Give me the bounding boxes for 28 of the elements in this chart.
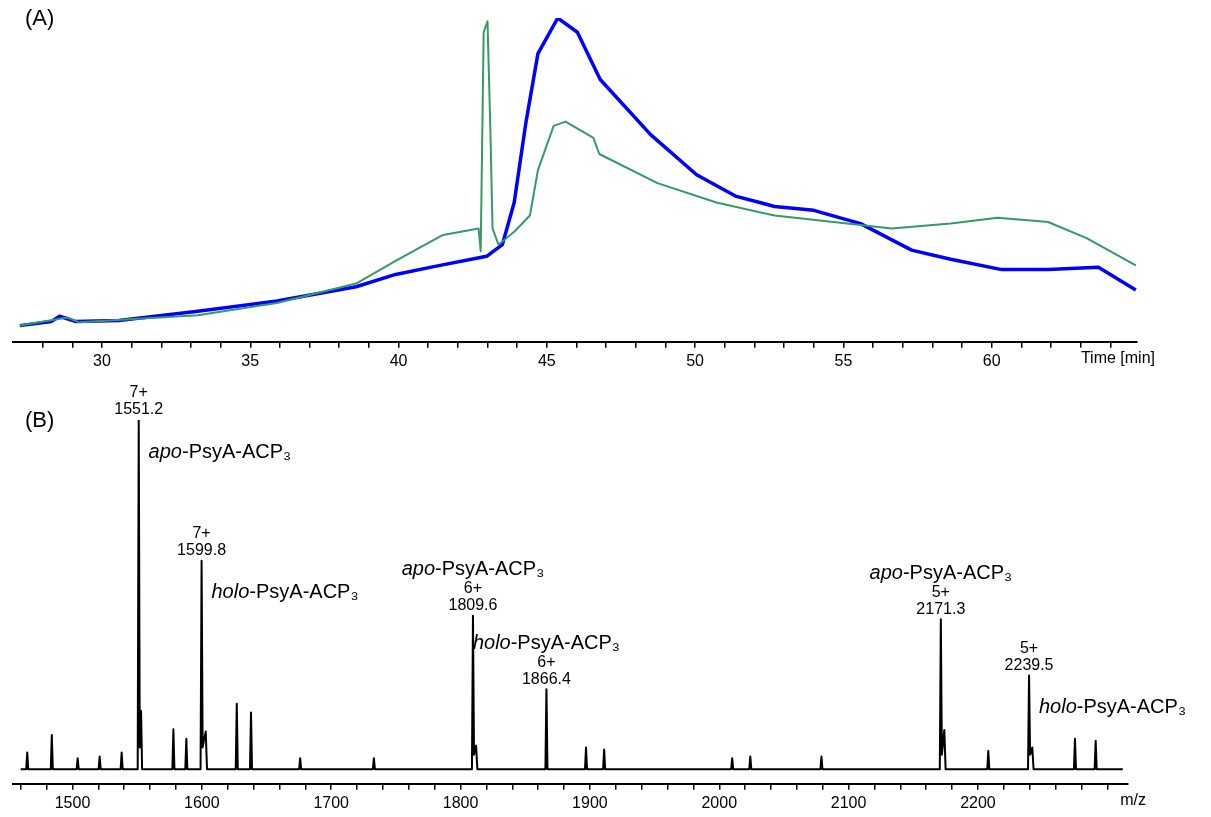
x-tick-label: 1900 [572,793,608,811]
x-tick-label: 1500 [54,793,91,811]
x-tick-label: 2200 [960,793,996,811]
chart-title: (B) [25,407,55,433]
x-axis-title: m/z [1120,791,1146,809]
x-tick-label: 1800 [442,793,479,811]
chart-title: (A) [25,5,55,31]
x-tick-label: 2000 [701,793,738,811]
annotation: apo-PsyA-ACP₃ 5+ 2171.3 [869,560,1013,617]
annotation: 7+ 1599.8 [177,524,227,559]
x-tick-label: 60 [982,351,1001,369]
annotation: apo-PsyA-ACP₃ 6+ 1809.6 [401,557,545,614]
x-tick-label: 45 [537,351,556,369]
x-tick-label: 2100 [830,793,867,811]
annotation: 5+ 2239.5 [1004,638,1054,673]
annotation: apo-PsyA-ACP₃ [148,439,292,462]
annotation: 7+ 1551.2 [114,383,164,418]
x-tick-label: 1700 [313,793,350,811]
x-tick-label: 55 [834,351,853,369]
x-tick-label: 30 [93,351,111,369]
x-tick-label: 1600 [184,793,220,811]
annotation: holo-PsyA-ACP₃ 6+ 1866.4 [472,630,620,687]
x-axis-title: Time [min] [1080,349,1155,367]
x-tick-label: 40 [389,351,408,369]
annotation: holo-PsyA-ACP₃ [211,580,359,603]
annotation: holo-PsyA-ACP₃ [1038,694,1187,717]
x-tick-label: 35 [241,351,260,369]
x-tick-label: 50 [686,351,705,369]
